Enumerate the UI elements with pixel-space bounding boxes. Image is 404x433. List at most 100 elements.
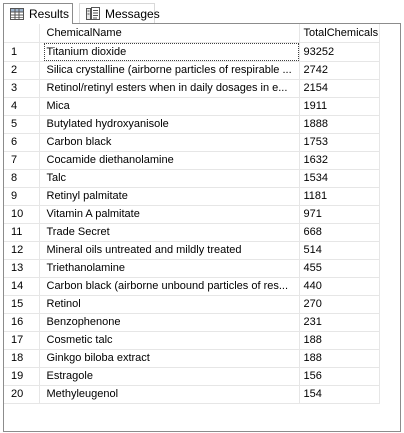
cell-total-chemicals[interactable]: 188 xyxy=(299,331,380,350)
table-row[interactable]: 11 Trade Secret 668 xyxy=(4,223,380,242)
table-row[interactable]: 5 Butylated hydroxyanisole 1888 xyxy=(4,115,380,134)
cell-chemical-name-text: Mica xyxy=(46,100,70,112)
cell-total-chemicals[interactable]: 1181 xyxy=(299,187,380,206)
cell-total-chemicals[interactable]: 270 xyxy=(299,295,380,314)
cell-total-chemicals[interactable]: 1753 xyxy=(299,133,380,152)
row-number[interactable]: 15 xyxy=(4,295,40,314)
table-row[interactable]: 1 Titanium dioxide 93252 xyxy=(4,42,380,62)
cell-total-chemicals[interactable]: 440 xyxy=(299,277,380,296)
column-header-chemicalname[interactable]: ChemicalName xyxy=(39,24,300,43)
row-number[interactable]: 4 xyxy=(4,97,40,116)
cell-total-chemicals[interactable]: 455 xyxy=(299,259,380,278)
cell-chemical-name[interactable]: Carbon black xyxy=(39,133,300,152)
cell-chemical-name[interactable]: Triethanolamine xyxy=(39,259,300,278)
table-row[interactable]: 15 Retinol 270 xyxy=(4,295,380,314)
cell-chemical-name[interactable]: Ginkgo biloba extract xyxy=(39,349,300,368)
row-number[interactable]: 17 xyxy=(4,331,40,350)
table-row[interactable]: 2 Silica crystalline (airborne particles … xyxy=(4,61,380,80)
row-number[interactable]: 2 xyxy=(4,61,40,80)
cell-chemical-name[interactable]: Mica xyxy=(39,97,300,116)
tab-results[interactable]: Results xyxy=(3,3,73,24)
row-number[interactable]: 3 xyxy=(4,79,40,98)
row-number[interactable]: 1 xyxy=(4,42,40,62)
table-row[interactable]: 19 Estragole 156 xyxy=(4,367,380,386)
cell-chemical-name[interactable]: Retinol xyxy=(39,295,300,314)
cell-chemical-name[interactable]: Cocamide diethanolamine xyxy=(39,151,300,170)
column-header-totalchemicals[interactable]: TotalChemicals xyxy=(299,24,380,43)
cell-total-chemicals[interactable]: 154 xyxy=(299,385,380,404)
cell-total-chemicals[interactable]: 1534 xyxy=(299,169,380,188)
cell-chemical-name[interactable]: Methyleugenol xyxy=(39,385,300,404)
table-row[interactable]: 4 Mica 1911 xyxy=(4,97,380,116)
table-row[interactable]: 12 Mineral oils untreated and mildly trea… xyxy=(4,241,380,260)
cell-chemical-name[interactable]: Mineral oils untreated and mildly treate… xyxy=(39,241,300,260)
cell-total-chemicals[interactable]: 1632 xyxy=(299,151,380,170)
cell-chemical-name[interactable]: Trade Secret xyxy=(39,223,300,242)
table-row[interactable]: 20 Methyleugenol 154 xyxy=(4,385,380,404)
cell-total-chemicals[interactable]: 668 xyxy=(299,223,380,242)
cell-total-chemicals[interactable]: 2154 xyxy=(299,79,380,98)
cell-total-chemicals[interactable]: 1911 xyxy=(299,97,380,116)
row-number[interactable]: 10 xyxy=(4,205,40,224)
table-row[interactable]: 7 Cocamide diethanolamine 1632 xyxy=(4,151,380,170)
cell-chemical-name[interactable]: Benzophenone xyxy=(39,313,300,332)
table-row[interactable]: 16 Benzophenone 231 xyxy=(4,313,380,332)
cell-total-chemicals[interactable]: 156 xyxy=(299,367,380,386)
cell-total-chemicals[interactable]: 514 xyxy=(299,241,380,260)
tab-messages[interactable]: Messages xyxy=(79,3,160,23)
row-number[interactable]: 5 xyxy=(4,115,40,134)
row-number[interactable]: 11 xyxy=(4,223,40,242)
cell-chemical-name-text: Titanium dioxide xyxy=(43,42,298,60)
cell-chemical-name[interactable]: Estragole xyxy=(39,367,300,386)
cell-chemical-name-text: Estragole xyxy=(46,370,93,382)
cell-chemical-name-text: Methyleugenol xyxy=(46,388,119,400)
table-row[interactable]: 3 Retinol/retinyl esters when in daily do… xyxy=(4,79,380,98)
cell-chemical-name-text: Cosmetic talc xyxy=(46,334,113,346)
table-row[interactable]: 10 Vitamin A palmitate 971 xyxy=(4,205,380,224)
cell-chemical-name[interactable]: Retinol/retinyl esters when in daily dos… xyxy=(39,79,300,98)
row-number[interactable]: 14 xyxy=(4,277,40,296)
cell-chemical-name[interactable]: Cosmetic talc xyxy=(39,331,300,350)
tab-messages-label: Messages xyxy=(105,6,160,21)
cell-chemical-name-text: Vitamin A palmitate xyxy=(46,208,140,220)
table-row[interactable]: 9 Retinyl palmitate 1181 xyxy=(4,187,380,206)
row-number[interactable]: 8 xyxy=(4,169,40,188)
row-number[interactable]: 9 xyxy=(4,187,40,206)
row-number[interactable]: 13 xyxy=(4,259,40,278)
cell-chemical-name[interactable]: Retinyl palmitate xyxy=(39,187,300,206)
cell-chemical-name-text: Retinyl palmitate xyxy=(46,190,128,202)
grid-icon xyxy=(9,6,25,22)
cell-chemical-name-text: Talc xyxy=(46,172,67,184)
results-grid[interactable]: ChemicalName TotalChemicals 1 Titanium di… xyxy=(3,23,401,432)
cell-total-chemicals[interactable]: 93252 xyxy=(299,42,380,62)
table-row[interactable]: 6 Carbon black 1753 xyxy=(4,133,380,152)
row-number[interactable]: 16 xyxy=(4,313,40,332)
row-number[interactable]: 12 xyxy=(4,241,40,260)
header-row: ChemicalName TotalChemicals xyxy=(4,24,380,43)
cell-chemical-name[interactable]: Vitamin A palmitate xyxy=(39,205,300,224)
cell-chemical-name[interactable]: Silica crystalline (airborne particles o… xyxy=(39,61,300,80)
row-number[interactable]: 6 xyxy=(4,133,40,152)
cell-total-chemicals[interactable]: 2742 xyxy=(299,61,380,80)
cell-total-chemicals[interactable]: 1888 xyxy=(299,115,380,134)
row-number[interactable]: 19 xyxy=(4,367,40,386)
table-row[interactable]: 8 Talc 1534 xyxy=(4,169,380,188)
cell-total-chemicals[interactable]: 971 xyxy=(299,205,380,224)
row-number[interactable]: 7 xyxy=(4,151,40,170)
cell-chemical-name-text: Trade Secret xyxy=(46,226,110,238)
cell-chemical-name[interactable]: Talc xyxy=(39,169,300,188)
row-number[interactable]: 18 xyxy=(4,349,40,368)
cell-total-chemicals[interactable]: 231 xyxy=(299,313,380,332)
cell-chemical-name[interactable]: Butylated hydroxyanisole xyxy=(39,115,300,134)
cell-chemical-name[interactable]: Carbon black (airborne unbound particles… xyxy=(39,277,300,296)
table-row[interactable]: 18 Ginkgo biloba extract 188 xyxy=(4,349,380,368)
cell-chemical-name-text: Triethanolamine xyxy=(46,262,125,274)
cell-chemical-name[interactable]: Titanium dioxide xyxy=(39,42,300,62)
row-number-header[interactable] xyxy=(4,24,40,43)
table-row[interactable]: 14 Carbon black (airborne unbound particl… xyxy=(4,277,380,296)
row-number[interactable]: 20 xyxy=(4,385,40,404)
cell-total-chemicals[interactable]: 188 xyxy=(299,349,380,368)
results-table: ChemicalName TotalChemicals 1 Titanium di… xyxy=(4,24,380,404)
table-row[interactable]: 13 Triethanolamine 455 xyxy=(4,259,380,278)
table-row[interactable]: 17 Cosmetic talc 188 xyxy=(4,331,380,350)
